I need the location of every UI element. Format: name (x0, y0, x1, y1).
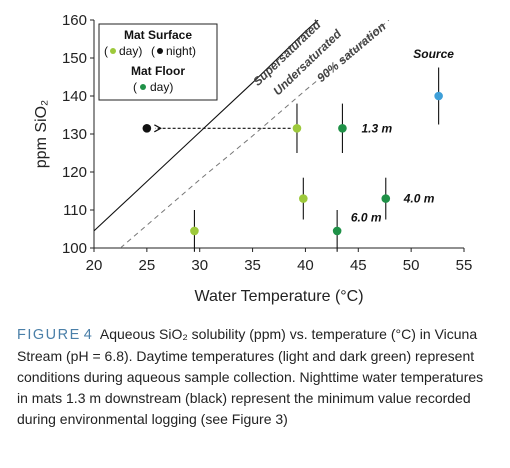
saturation-curve (94, 20, 319, 232)
legend-paren: ( (104, 44, 108, 58)
legend-night-marker (157, 48, 163, 54)
axes: 20 25 30 35 40 45 50 55 100 110 120 130 140 150 160 (62, 12, 472, 274)
x-tick-label: 45 (350, 257, 367, 274)
figure-caption: FIGURE 4 Aqueous SiO₂ solubility (ppm) vs.… (17, 324, 495, 430)
saturation-curves (94, 20, 390, 248)
point-marker (381, 194, 391, 203)
y-tick-label: 120 (62, 164, 87, 181)
point-marker (292, 124, 302, 133)
annotation-label: 4.0 m (403, 192, 435, 206)
x-tick-label: 25 (139, 257, 156, 274)
legend-surface-day-label: day) (119, 44, 142, 58)
point-marker (299, 194, 308, 203)
data-point-floor_day (338, 103, 347, 153)
y-tick-label: 100 (62, 240, 87, 257)
data-point-floor_day (332, 210, 342, 252)
legend-floor-day-marker (140, 84, 146, 90)
caption-label: FIGURE (17, 327, 81, 343)
y-tick-label: 110 (63, 202, 87, 219)
legend: Mat Surface ( day) ( night) Mat Floor ( day) (98, 23, 218, 101)
legend-floor-title: Mat Floor (131, 64, 185, 78)
annotations: 1.3 m 4.0 m 6.0 m Source (351, 47, 454, 224)
data-point-source (434, 67, 443, 125)
data-point-floor_day (381, 177, 391, 220)
y-tick-label: 160 (62, 12, 87, 29)
point-marker (434, 91, 443, 101)
legend-surface-title: Mat Surface (124, 28, 192, 42)
x-tick-label: 40 (297, 257, 314, 274)
annotation-label: 1.3 m (361, 121, 392, 135)
y-tick-label: 150 (62, 50, 87, 67)
annotation-label: Source (413, 47, 454, 61)
legend-paren: ( (133, 80, 137, 94)
scatter-chart: 20 25 30 35 40 45 50 55 100 110 120 130 140 150 160 Su… (33, 12, 472, 305)
legend-paren: ( (151, 44, 155, 58)
x-axis-label: Water Temperature (°C) (194, 288, 363, 305)
annotation-label: 6.0 m (351, 211, 382, 225)
x-tick-label: 20 (86, 257, 103, 274)
data-point-surface_day (190, 210, 199, 252)
point-marker (332, 226, 342, 236)
legend-night-label: night) (166, 44, 196, 58)
y-tick-label: 130 (62, 126, 87, 143)
x-tick-label: 55 (456, 257, 473, 274)
ninety-percent-saturation-curve (120, 20, 390, 248)
x-tick-label: 35 (244, 257, 261, 274)
x-tick-label: 30 (191, 257, 208, 274)
point-marker (338, 124, 347, 133)
legend-box (98, 23, 218, 101)
legend-surface-day-marker (110, 48, 116, 54)
point-marker (190, 226, 199, 236)
y-tick-label: 140 (62, 88, 87, 105)
caption-text: Aqueous SiO₂ solubility (ppm) vs. temper… (17, 326, 484, 427)
data-point-night (142, 124, 152, 133)
data-point-surface_day (299, 177, 308, 220)
legend-floor-day-label: day) (150, 80, 173, 94)
caption-number: 4 (83, 327, 92, 343)
point-marker (142, 124, 152, 133)
x-tick-label: 50 (403, 257, 420, 274)
data-point-surface_day (292, 103, 302, 153)
data-points (142, 67, 443, 252)
y-axis-label: ppm SiO₂ (33, 100, 50, 168)
